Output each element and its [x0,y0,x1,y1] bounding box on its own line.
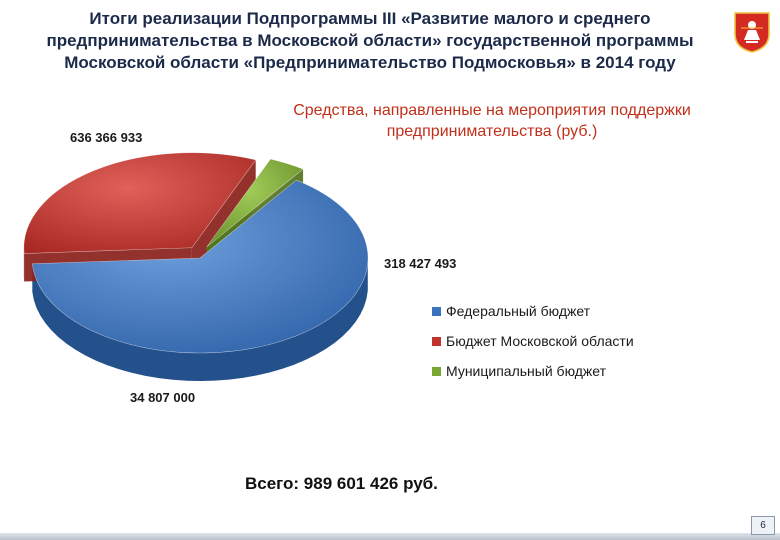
federal-budget-legend-label: Федеральный бюджет [446,303,591,319]
federal-budget-slice [31,179,369,354]
regional-budget-slice [23,152,257,254]
municipal-budget-value-label: 34 807 000 [130,390,195,405]
footer-bar [0,533,780,540]
regional-budget-legend-swatch [432,337,441,346]
total-sum: Всего: 989 601 426 руб. [245,474,438,493]
municipal-budget-legend-label: Муниципальный бюджет [446,363,607,379]
page-number: 6 [751,516,775,535]
regional-budget-value-label: 318 427 493 [384,256,456,271]
municipal-budget-slice [206,158,304,248]
federal-budget-legend-swatch [432,307,441,316]
chart-title: Средства, направленные на мероприятия по… [293,102,691,140]
moscow-oblast-crest-icon [734,12,770,53]
page-title: Итоги реализации Подпрограммы III «Разви… [46,9,694,72]
federal-budget-slice-side [32,262,368,381]
regional-budget-legend-label: Бюджет Московской области [446,333,634,349]
federal-budget-value-label: 636 366 933 [70,130,142,145]
municipal-budget-legend-swatch [432,367,441,376]
